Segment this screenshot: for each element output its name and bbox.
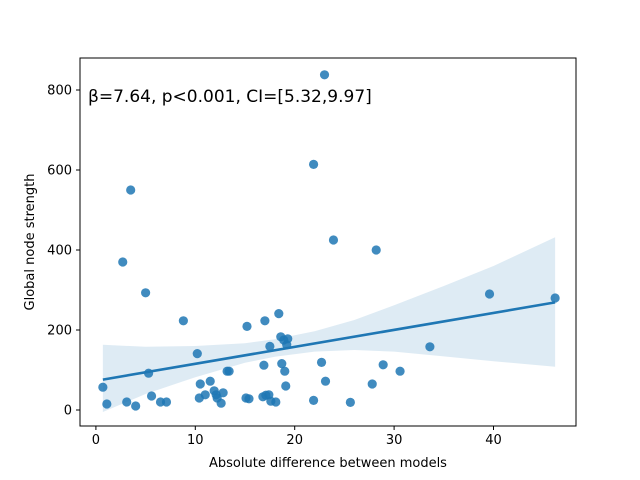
data-point-25 [242, 321, 252, 331]
data-point-42 [283, 334, 293, 344]
data-point-0 [98, 382, 108, 392]
data-point-35 [274, 309, 284, 319]
data-point-16 [205, 376, 215, 386]
data-point-47 [320, 376, 331, 386]
data-point-20 [216, 398, 226, 408]
x-axis-ticks: 0 10 20 30 40 [92, 426, 502, 448]
data-point-15 [200, 390, 210, 400]
regression-line [102, 301, 556, 381]
data-point-6 [141, 288, 151, 298]
data-point-21 [218, 388, 228, 398]
data-point-53 [395, 366, 405, 376]
data-point-48 [328, 235, 339, 245]
data-point-37 [277, 359, 287, 369]
data-point-32 [265, 341, 275, 351]
data-point-14 [195, 379, 205, 389]
x-axis-label: Absolute difference between models [209, 456, 447, 471]
y-tick-label-0: 0 [64, 404, 72, 419]
data-point-43 [308, 159, 319, 169]
y-axis-label: Global node strength [23, 174, 38, 311]
data-point-3 [122, 397, 132, 407]
data-point-11 [178, 316, 188, 326]
x-tick-label-40: 40 [485, 433, 502, 448]
data-point-26 [244, 394, 254, 404]
data-point-45 [316, 357, 327, 367]
y-tick-label-400: 400 [47, 244, 72, 259]
x-tick-label-0: 0 [92, 433, 100, 448]
data-point-8 [146, 391, 157, 401]
data-point-40 [281, 381, 291, 391]
data-point-44 [308, 395, 319, 405]
data-point-51 [371, 245, 381, 255]
data-point-23 [224, 366, 234, 376]
data-point-50 [367, 379, 377, 389]
data-point-4 [126, 185, 136, 195]
data-point-1 [102, 399, 112, 409]
data-point-49 [345, 397, 355, 407]
x-tick-label-10: 10 [187, 433, 204, 448]
regression-annotation: β=7.64, p<0.001, CI=[5.32,9.97] [88, 87, 372, 107]
data-point-34 [271, 397, 281, 407]
y-tick-label-200: 200 [47, 324, 72, 339]
data-point-39 [280, 366, 290, 376]
y-tick-label-800: 800 [47, 84, 72, 99]
data-point-56 [550, 293, 560, 303]
y-axis-ticks: 0 200 400 600 800 [47, 84, 80, 419]
data-point-5 [131, 401, 141, 411]
data-point-54 [425, 342, 435, 352]
data-point-46 [319, 70, 330, 80]
plot-area-frame [79, 57, 577, 427]
y-tick-label-600: 600 [47, 164, 72, 179]
x-tick-label-30: 30 [386, 433, 403, 448]
data-point-52 [378, 360, 388, 370]
data-point-55 [484, 289, 495, 299]
x-tick-label-20: 20 [286, 433, 303, 448]
data-point-12 [192, 349, 202, 359]
data-point-28 [259, 360, 269, 370]
data-point-2 [118, 257, 128, 267]
confidence-interval-band [102, 237, 556, 412]
data-point-10 [161, 397, 172, 407]
data-point-29 [260, 316, 270, 326]
